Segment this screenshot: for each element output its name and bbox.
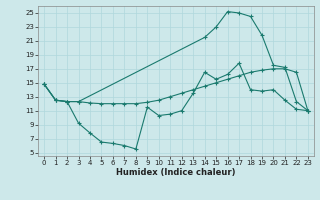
X-axis label: Humidex (Indice chaleur): Humidex (Indice chaleur) <box>116 168 236 177</box>
